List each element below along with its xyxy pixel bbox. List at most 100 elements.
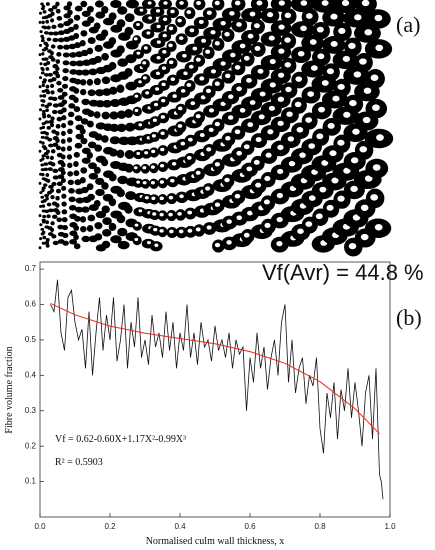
fibre-bundle: [66, 1, 73, 7]
fibre-bundle: [39, 191, 43, 195]
bundle-pore: [225, 73, 231, 79]
bundle-pore: [226, 240, 232, 245]
bundle-pore: [305, 221, 313, 227]
bundle-pore: [286, 111, 293, 117]
bundle-pore: [337, 195, 345, 202]
fibre-bundle: [41, 83, 45, 88]
bundle-pore: [277, 144, 284, 150]
fibre-bundle: [125, 191, 137, 201]
bundle-pore: [265, 152, 272, 158]
fibre-bundle: [46, 114, 52, 118]
bundle-pore: [162, 50, 167, 54]
fibre-bundle: [110, 0, 122, 9]
bundle-pore: [186, 155, 192, 160]
fibre-bundle: [45, 243, 50, 248]
fibre-bundle: [43, 31, 49, 35]
bundle-pore: [224, 177, 230, 183]
fibre-bundle: [109, 111, 119, 120]
fibre-bundle: [41, 4, 46, 9]
bundle-pore: [225, 136, 231, 141]
bundle-pore: [153, 102, 159, 107]
bundle-pore: [180, 88, 186, 93]
bundle-pore: [276, 192, 284, 199]
fibre-bundle: [42, 25, 48, 30]
fibre-bundle: [55, 59, 61, 64]
fibre-bundle: [45, 19, 49, 24]
fibre-bundle: [116, 84, 125, 93]
fibre-bundle: [47, 137, 53, 142]
fibre-bundle: [40, 135, 45, 139]
bundle-pore: [214, 81, 220, 86]
fibre-bundle: [61, 91, 68, 97]
fibre-bundle: [45, 131, 49, 136]
bundle-pore: [136, 151, 141, 156]
fibre-bundle: [101, 111, 110, 120]
bundle-pore: [277, 120, 284, 126]
fibre-bundle: [124, 204, 133, 214]
bundle-pore: [364, 29, 373, 36]
fibre-bundle: [109, 99, 121, 108]
fibre-bundle: [74, 5, 83, 12]
bundle-pore: [179, 1, 184, 5]
bundle-pore: [239, 108, 246, 113]
fibre-bundle: [61, 99, 68, 105]
fibre-bundle: [52, 37, 59, 43]
average-label: Vf(Avr) = 44.8 %: [262, 260, 424, 285]
bundle-pore: [307, 91, 315, 97]
fibre-bundle: [50, 57, 56, 62]
bundle-pore: [253, 159, 260, 165]
fibre-bundle: [87, 193, 95, 201]
fibre-bundle: [116, 149, 125, 159]
bundle-pore: [189, 28, 195, 33]
fibre-bundle: [42, 94, 47, 98]
fibre-bundle: [109, 148, 118, 157]
fibre-bundle: [108, 198, 117, 207]
fibre-bundle: [49, 50, 54, 56]
x-tick-label: 0.6: [244, 522, 256, 531]
bundle-pore: [243, 232, 250, 238]
fibre-bundle: [95, 11, 106, 19]
fibre-bundle: [67, 171, 74, 177]
fibre-bundle: [73, 33, 80, 39]
fibre-bundle: [60, 170, 66, 176]
fibre-bundle: [57, 44, 64, 50]
bundle-pore: [192, 46, 198, 51]
fibre-bundle: [62, 68, 69, 74]
bundle-pore: [353, 71, 362, 78]
bundle-pore: [161, 98, 166, 103]
fibre-bundle: [116, 19, 126, 28]
bundle-pore: [134, 94, 139, 98]
fibre-bundle: [61, 217, 68, 223]
fibre-bundle: [62, 52, 70, 58]
bundle-pore: [147, 1, 152, 5]
bundle-pore: [205, 186, 211, 191]
bundle-pore: [321, 160, 329, 166]
fibre-bundle: [55, 8, 61, 14]
fibre-bundle: [67, 120, 74, 126]
bundle-pore: [297, 50, 305, 57]
fibre-bundle: [51, 181, 57, 187]
bundle-pore: [374, 14, 383, 22]
fibre-bundle: [50, 90, 55, 95]
fibre-bundle: [102, 99, 112, 108]
bundle-pore: [327, 122, 335, 129]
bundle-pore: [177, 106, 183, 111]
x-tick-label: 0.0: [34, 522, 46, 531]
bundle-pore: [277, 168, 284, 175]
fibre-bundle: [87, 110, 95, 118]
fibre-bundle: [116, 188, 125, 198]
bundle-pore: [267, 12, 274, 18]
fibre-bundle: [354, 0, 377, 14]
bundle-pore: [230, 52, 236, 58]
bundle-pore: [154, 243, 159, 247]
bundle-pore: [326, 204, 334, 211]
bundle-pore: [326, 68, 334, 75]
fibre-bundle: [46, 179, 51, 183]
fibre-bundle: [75, 197, 85, 204]
fibre-bundle: [45, 90, 51, 95]
bundle-pore: [136, 22, 140, 27]
fibre-bundle: [38, 85, 42, 89]
bundle-pore: [363, 87, 372, 94]
fibre-bundle: [45, 237, 50, 242]
